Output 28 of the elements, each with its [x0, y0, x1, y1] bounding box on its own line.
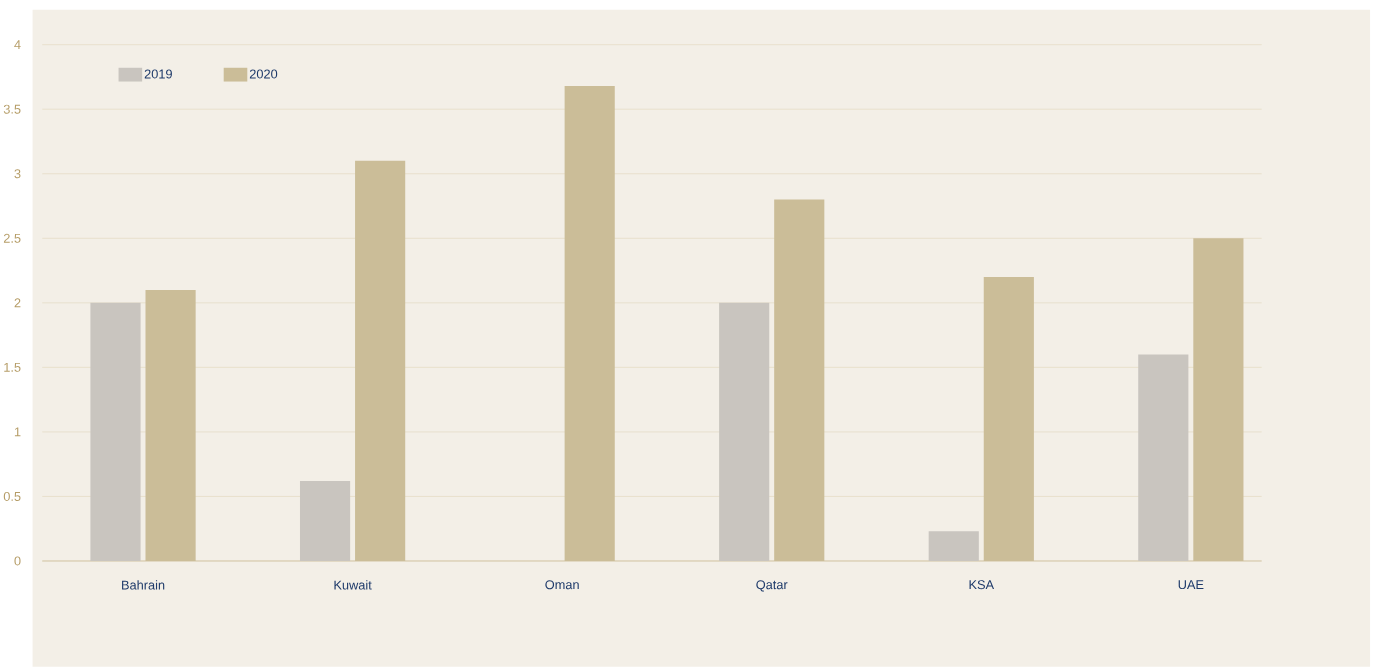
- y-tick-label: 1: [14, 427, 21, 437]
- bar: [564, 86, 615, 562]
- y-tick-label: 0.5: [3, 492, 21, 502]
- y-tick-label: 4: [14, 40, 21, 50]
- bar: [774, 199, 825, 562]
- y-tick-label: 0: [14, 556, 21, 566]
- y-tick-label: 2: [14, 298, 21, 308]
- bar: [719, 302, 770, 562]
- bar: [299, 481, 351, 562]
- bar: [1193, 238, 1244, 562]
- bar: [145, 290, 196, 562]
- bar: [90, 302, 141, 562]
- legend-label: 2020: [249, 69, 278, 79]
- bar: [1138, 354, 1189, 562]
- bar: [983, 277, 1034, 562]
- y-tick-label: 1.5: [4, 363, 21, 372]
- legend-label: 2019: [144, 69, 172, 79]
- x-tick-label: Oman: [545, 580, 579, 590]
- y-tick-label: 3: [14, 169, 21, 179]
- x-tick-label: KSA: [969, 580, 995, 590]
- x-tick-label: Qatar: [756, 580, 788, 592]
- x-tick-label: Bahrain: [122, 580, 165, 590]
- x-tick-label: Kuwait: [334, 580, 372, 590]
- y-tick-label: 3.5: [3, 104, 21, 114]
- x-tick-label: UAE: [1178, 580, 1204, 590]
- bar: [355, 160, 406, 562]
- y-tick-label: 2.5: [3, 233, 21, 243]
- bar: [928, 531, 979, 562]
